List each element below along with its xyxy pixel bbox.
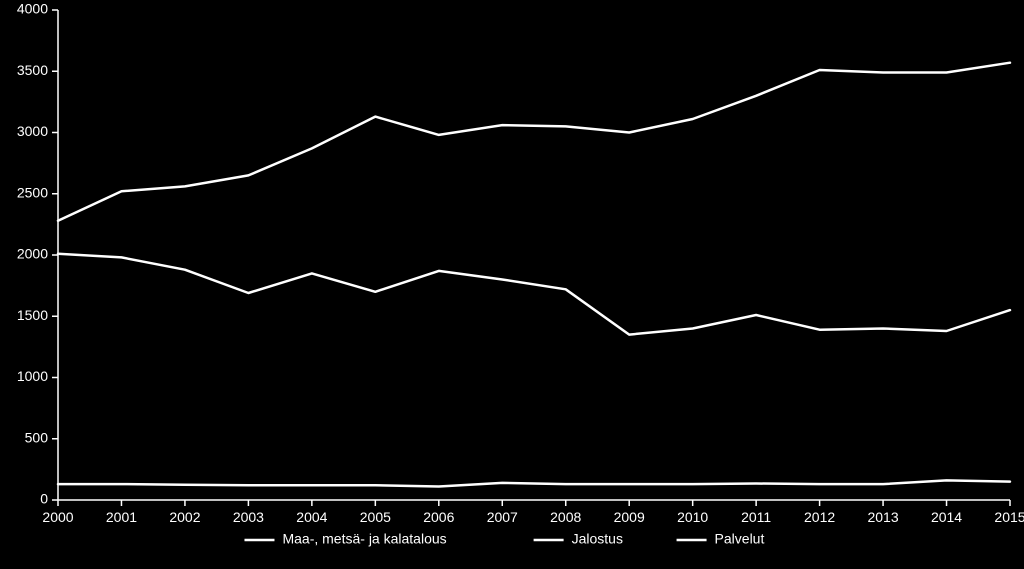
x-tick-label: 2007: [487, 509, 518, 525]
x-tick-label: 2003: [233, 509, 264, 525]
x-tick-label: 2015: [994, 509, 1024, 525]
y-tick-label: 3000: [17, 123, 48, 139]
x-tick-label: 2010: [677, 509, 708, 525]
y-tick-label: 1000: [17, 368, 48, 384]
x-tick-label: 2005: [360, 509, 391, 525]
x-tick-label: 2011: [741, 509, 771, 525]
x-tick-label: 2013: [867, 509, 898, 525]
legend-label: Jalostus: [572, 531, 623, 547]
y-tick-label: 2000: [17, 246, 48, 262]
x-tick-label: 2004: [296, 509, 327, 525]
x-tick-label: 2000: [42, 509, 73, 525]
y-tick-label: 4000: [17, 1, 48, 17]
y-tick-label: 3500: [17, 62, 48, 78]
x-tick-label: 2008: [550, 509, 581, 525]
x-tick-label: 2014: [931, 509, 962, 525]
x-tick-label: 2002: [169, 509, 200, 525]
legend-label: Maa-, metsä- ja kalatalous: [282, 531, 446, 547]
y-tick-label: 2500: [17, 184, 48, 200]
x-tick-label: 2001: [106, 509, 137, 525]
legend-label: Palvelut: [715, 531, 765, 547]
y-tick-label: 0: [40, 491, 48, 507]
line-chart: 0 500 1000 1500 2000 2500 3000 3500 4000 2000 2001…: [0, 0, 1024, 569]
y-tick-label: 1500: [17, 307, 48, 323]
x-tick-label: 2012: [804, 509, 835, 525]
y-tick-label: 500: [25, 429, 49, 445]
x-tick-label: 2009: [614, 509, 645, 525]
x-tick-label: 2006: [423, 509, 454, 525]
